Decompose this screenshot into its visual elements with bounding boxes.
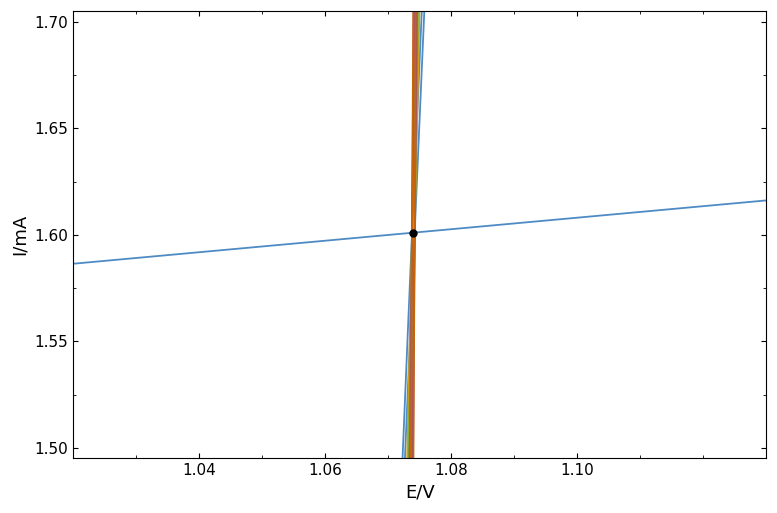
- X-axis label: E/V: E/V: [405, 484, 434, 502]
- Y-axis label: I/mA: I/mA: [11, 214, 29, 255]
